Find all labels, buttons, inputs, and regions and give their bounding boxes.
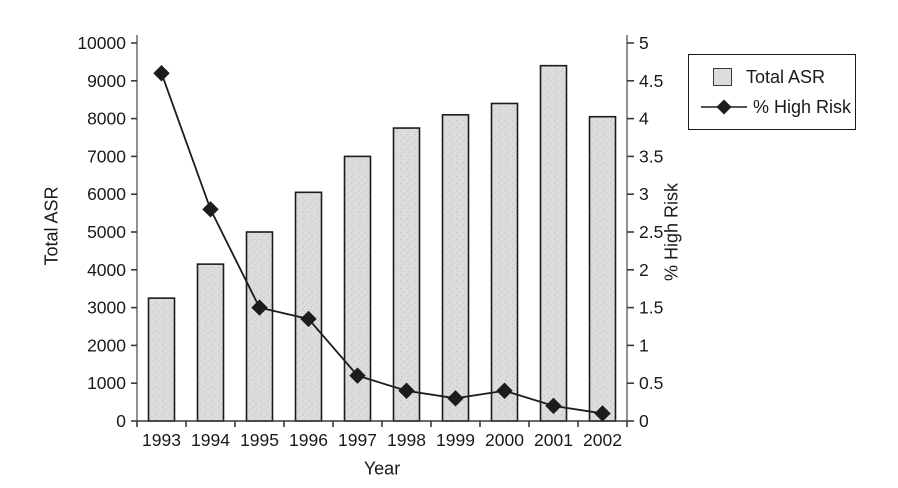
line-diamond-swatch-icon: [701, 99, 747, 115]
diamond-marker-2000: [496, 382, 513, 399]
x-axis-title: Year: [363, 458, 401, 479]
left-tick-label: 3000: [87, 298, 126, 318]
legend-label-high-risk: % High Risk: [753, 97, 852, 118]
left-tick-label: 9000: [87, 71, 126, 91]
right-tick-label: 0.5: [639, 373, 663, 393]
x-tick-label: 1999: [436, 430, 475, 450]
left-tick-label: 2000: [87, 335, 126, 355]
x-tick-label: 1994: [191, 430, 230, 450]
x-tick-label: 1996: [289, 430, 328, 450]
right-tick-label: 3: [639, 184, 649, 204]
diamond-marker-1995: [251, 299, 268, 316]
bar-1994: [196, 263, 225, 422]
diamond-marker-1996: [300, 310, 317, 328]
right-tick-label: 5: [639, 33, 649, 53]
bar-1993: [147, 297, 176, 422]
right-tick-label: 4.5: [639, 71, 663, 91]
legend: Total ASR % High Risk: [688, 54, 856, 130]
bar-1996: [294, 191, 323, 422]
right-tick-label: 2.5: [639, 222, 663, 242]
right-tick-label: 4: [639, 109, 649, 129]
right-tick-label: 2: [639, 260, 649, 280]
right-tick-label: 1: [639, 335, 649, 355]
bar-1999: [441, 114, 470, 422]
left-tick-label: 7000: [87, 146, 126, 166]
diamond-marker-1998: [398, 382, 415, 399]
left-tick-label: 10000: [77, 33, 126, 53]
x-tick-label: 1997: [338, 430, 377, 450]
diamond-marker-1999: [447, 390, 464, 407]
right-tick-label: 0: [639, 411, 649, 431]
left-tick-label: 0: [116, 411, 126, 431]
diamond-marker-2001: [545, 397, 562, 415]
right-axis-title: % High Risk: [661, 182, 682, 282]
right-tick-label: 1.5: [639, 298, 663, 318]
legend-item-high-risk: % High Risk: [701, 98, 855, 116]
legend-label-total-asr: Total ASR: [746, 66, 826, 87]
bar-2000: [490, 102, 519, 422]
x-tick-label: 1993: [142, 430, 181, 450]
bar-1998: [392, 127, 421, 422]
x-tick-label: 2001: [534, 430, 573, 450]
diamond-marker-1993: [153, 65, 170, 82]
diamond-marker-2002: [594, 405, 611, 422]
bar-2001: [539, 64, 568, 422]
x-tick-label: 1995: [240, 430, 279, 450]
left-tick-label: 4000: [87, 260, 126, 280]
x-tick-label: 2000: [485, 430, 524, 450]
left-axis-title: Total ASR: [41, 186, 62, 266]
diamond-marker-1994: [202, 201, 219, 218]
left-tick-label: 1000: [87, 373, 126, 393]
left-tick-label: 6000: [87, 184, 126, 204]
bar-1995: [245, 231, 274, 422]
high-risk-line: [160, 72, 603, 415]
bar-2002: [588, 115, 617, 422]
x-tick-label: 1998: [387, 430, 426, 450]
right-tick-label: 3.5: [639, 146, 663, 166]
legend-item-total-asr: Total ASR: [701, 66, 855, 87]
diamond-marker-1997: [349, 367, 366, 384]
x-tick-label: 2002: [583, 430, 622, 450]
left-tick-label: 8000: [87, 109, 126, 129]
bar-swatch-icon: [713, 67, 732, 86]
left-tick-label: 5000: [87, 222, 126, 242]
